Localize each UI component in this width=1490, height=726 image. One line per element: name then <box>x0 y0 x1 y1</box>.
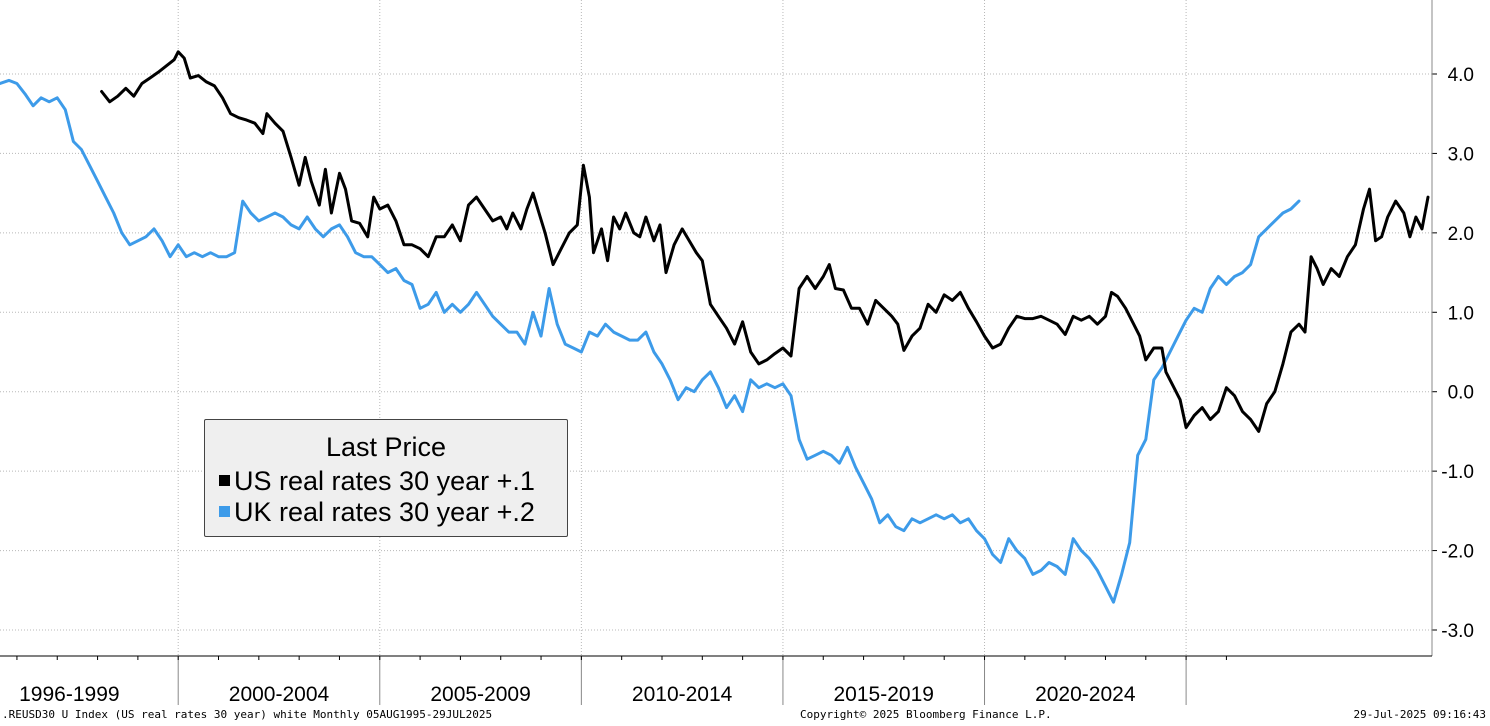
period-label: 2020-2024 <box>1035 683 1136 705</box>
footer-source: .REUSD30 U Index (US real rates 30 year)… <box>2 708 493 721</box>
legend-swatch-us <box>219 475 230 487</box>
period-label: 1996-1999 <box>19 683 119 705</box>
legend-entry-us: US real rates 30 year +.1 <box>219 466 535 497</box>
y-tick-label: 0.0 <box>1448 383 1474 404</box>
legend: Last Price US real rates 30 year +.1 UK … <box>204 419 568 537</box>
period-labels: 1996-1999 2000-2004 2005-2009 2010-2014 2015… <box>19 683 1136 706</box>
series-lines <box>0 50 1430 604</box>
period-label: 2010-2014 <box>632 683 733 705</box>
legend-entry-uk: UK real rates 30 year +.2 <box>219 497 535 528</box>
y-tick-label: 3.0 <box>1448 144 1474 165</box>
footer-timestamp: 29-Jul-2025 09:16:43 <box>1353 708 1486 721</box>
y-tick-label: -2.0 <box>1441 542 1474 563</box>
y-tick-label: 4.0 <box>1448 65 1474 86</box>
legend-label-uk: UK real rates 30 year +.2 <box>234 497 535 527</box>
series-line-uk <box>0 78 1301 604</box>
period-label: 2015-2019 <box>834 683 934 705</box>
y-axis-tick-labels: 4.0 3.0 2.0 1.0 0.0 -1.0 -2.0 -3.0 <box>1441 65 1474 642</box>
period-label: 2000-2004 <box>229 683 330 705</box>
period-label: 2005-2009 <box>430 683 530 705</box>
legend-label-us: US real rates 30 year +.1 <box>234 466 535 496</box>
y-tick-label: 2.0 <box>1448 224 1474 245</box>
x-axis <box>0 0 1437 705</box>
y-tick-label: 1.0 <box>1448 303 1474 324</box>
gridlines <box>0 0 1432 656</box>
series-line-us <box>100 50 1430 433</box>
legend-swatch-uk <box>219 506 230 518</box>
y-tick-label: -1.0 <box>1441 462 1474 483</box>
line-chart: 4.0 3.0 2.0 1.0 0.0 -1.0 -2.0 -3.0 1996-1999 200… <box>0 0 1474 706</box>
footer-copyright: Copyright© 2025 Bloomberg Finance L.P. <box>800 708 1052 721</box>
y-tick-label: -3.0 <box>1441 621 1474 642</box>
legend-title: Last Price <box>325 432 447 462</box>
